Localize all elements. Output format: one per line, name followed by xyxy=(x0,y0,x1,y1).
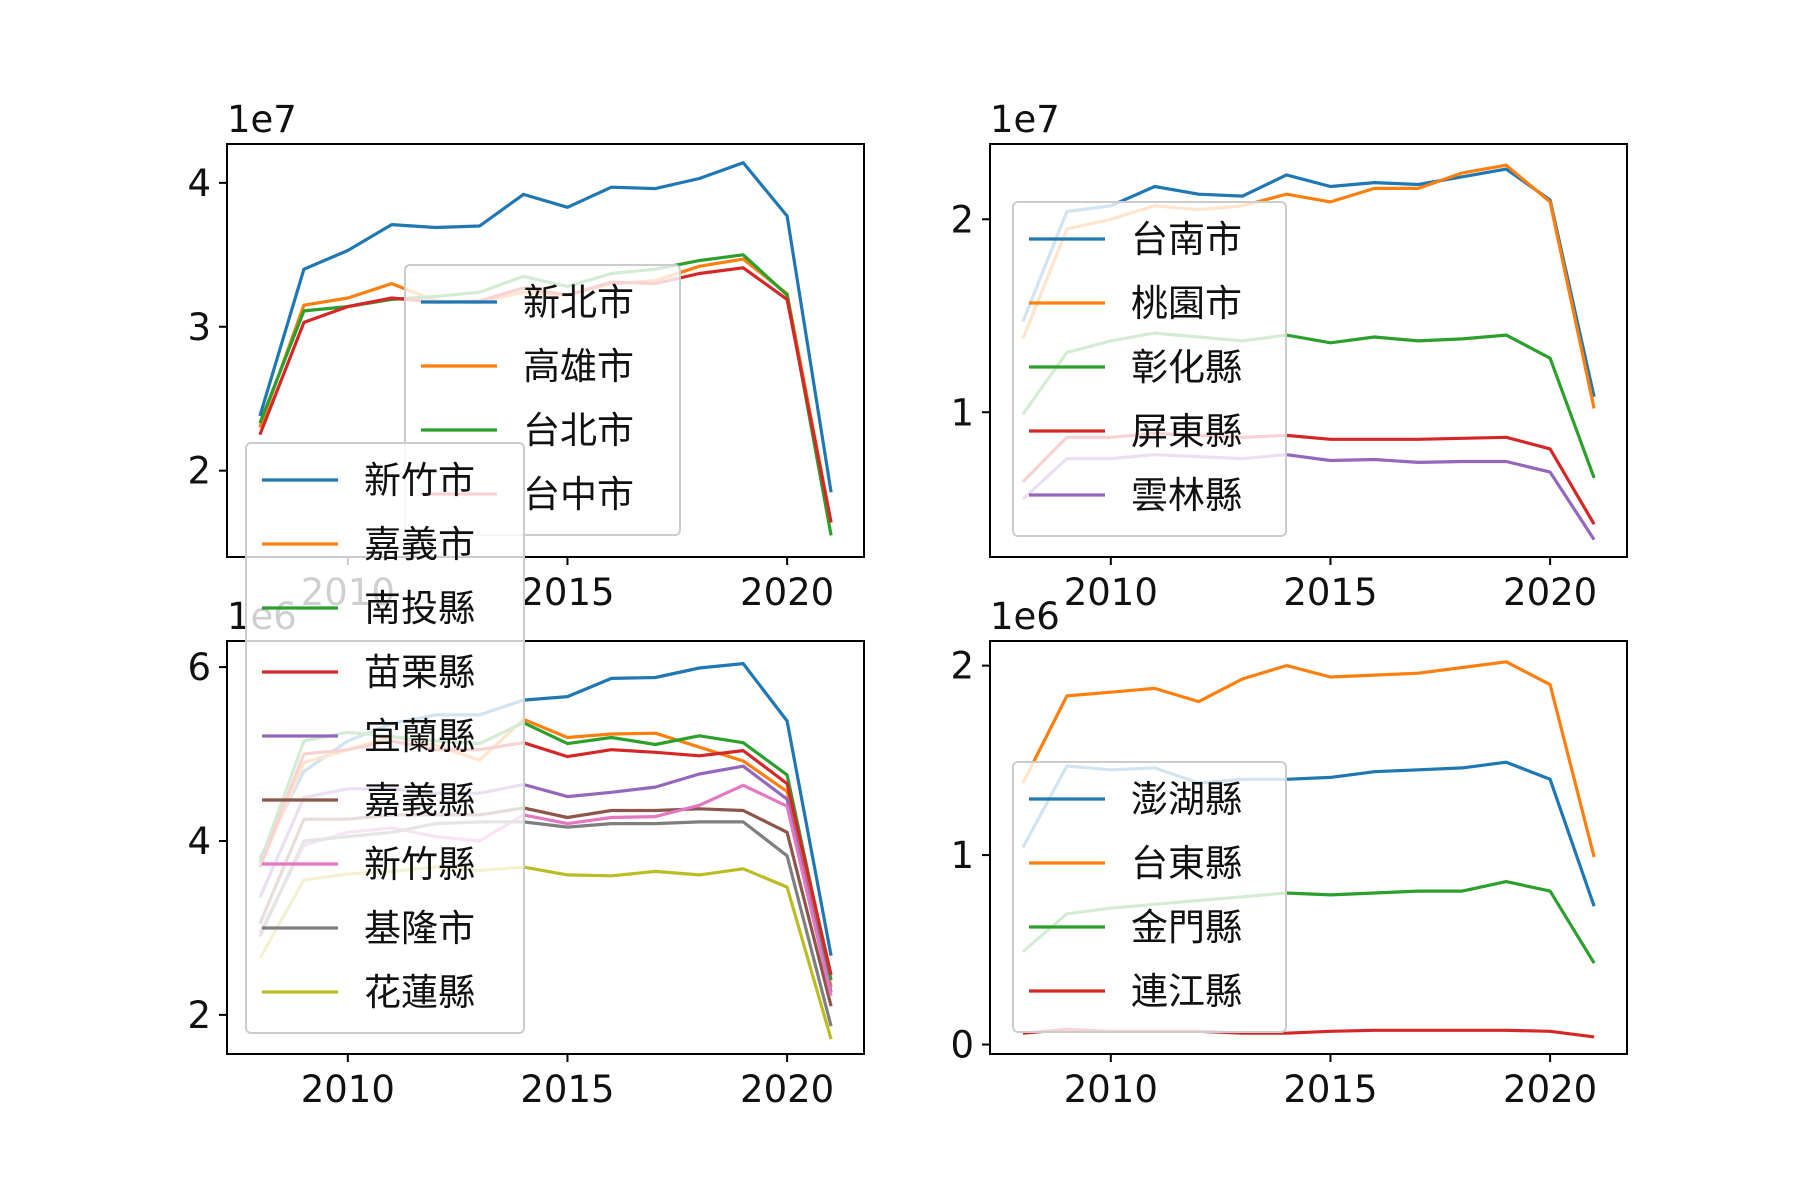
y-scale-offset-label: 1e7 xyxy=(990,98,1060,141)
legend-label: 屏東縣 xyxy=(1131,410,1242,453)
legend-label: 高雄市 xyxy=(523,345,634,388)
y-tick-label: 2 xyxy=(187,450,211,493)
y-tick-label: 3 xyxy=(187,306,211,349)
x-tick-label: 2010 xyxy=(1064,1068,1158,1111)
legend-label: 彰化縣 xyxy=(1131,346,1242,389)
axes-frame xyxy=(226,640,865,1055)
y-scale-offset-label: 1e6 xyxy=(990,595,1060,638)
legend-label: 宜蘭縣 xyxy=(364,715,475,758)
legend-label: 雲林縣 xyxy=(1131,474,1242,517)
series-line-台東縣 xyxy=(1021,660,1596,858)
y-tick-label: 4 xyxy=(187,820,211,863)
legend-label: 新竹市 xyxy=(364,459,475,502)
x-tick-label: 2015 xyxy=(520,571,614,614)
x-tick-label: 2020 xyxy=(740,571,834,614)
x-tick-label: 2010 xyxy=(1064,571,1158,614)
x-tick-label: 2010 xyxy=(301,1068,395,1111)
legend-label: 台北市 xyxy=(523,409,634,452)
legend-label: 桃園市 xyxy=(1131,282,1242,325)
y-tick-label: 2 xyxy=(950,198,974,241)
legend-label: 台東縣 xyxy=(1131,842,1242,885)
axes-frame xyxy=(226,143,865,558)
legend-box xyxy=(1012,761,1287,1033)
legend-label: 基隆市 xyxy=(364,907,475,950)
x-tick-label: 2015 xyxy=(1283,571,1377,614)
y-tick-label: 4 xyxy=(187,162,211,205)
y-tick-label: 6 xyxy=(187,646,211,689)
legend-label: 金門縣 xyxy=(1131,906,1242,949)
y-tick-label: 1 xyxy=(950,834,974,877)
legend-label: 新北市 xyxy=(523,281,634,324)
legend-box xyxy=(1012,201,1287,537)
axes-frame xyxy=(989,143,1628,558)
legend-label: 新竹縣 xyxy=(364,843,475,886)
legend-label: 南投縣 xyxy=(364,587,475,630)
y-tick-label: 0 xyxy=(950,1024,974,1067)
y-scale-offset-label: 1e7 xyxy=(227,98,297,141)
x-tick-label: 2015 xyxy=(520,1068,614,1111)
legend-label: 苗栗縣 xyxy=(364,651,475,694)
legend-label: 澎湖縣 xyxy=(1131,778,1242,821)
legend-label: 花蓮縣 xyxy=(364,971,475,1014)
axes-frame xyxy=(989,640,1628,1055)
legend-label: 台南市 xyxy=(1131,218,1242,261)
x-tick-label: 2020 xyxy=(1503,571,1597,614)
legend-label: 嘉義市 xyxy=(364,523,475,566)
y-tick-label: 1 xyxy=(950,391,974,434)
legend-label: 台中市 xyxy=(523,473,634,516)
y-tick-label: 2 xyxy=(950,645,974,688)
x-tick-label: 2015 xyxy=(1283,1068,1377,1111)
chart-panel-bottom-left: 2010201520202461e6新竹市嘉義市南投縣苗栗縣宜蘭縣嘉義縣新竹縣基… xyxy=(187,442,865,1111)
legend-box xyxy=(245,442,525,1034)
series-line-新北市 xyxy=(258,161,833,493)
legend-label: 連江縣 xyxy=(1131,970,1242,1013)
legend-label: 嘉義縣 xyxy=(364,779,475,822)
x-tick-label: 2020 xyxy=(740,1068,834,1111)
y-tick-label: 2 xyxy=(187,994,211,1037)
x-tick-label: 2020 xyxy=(1503,1068,1597,1111)
